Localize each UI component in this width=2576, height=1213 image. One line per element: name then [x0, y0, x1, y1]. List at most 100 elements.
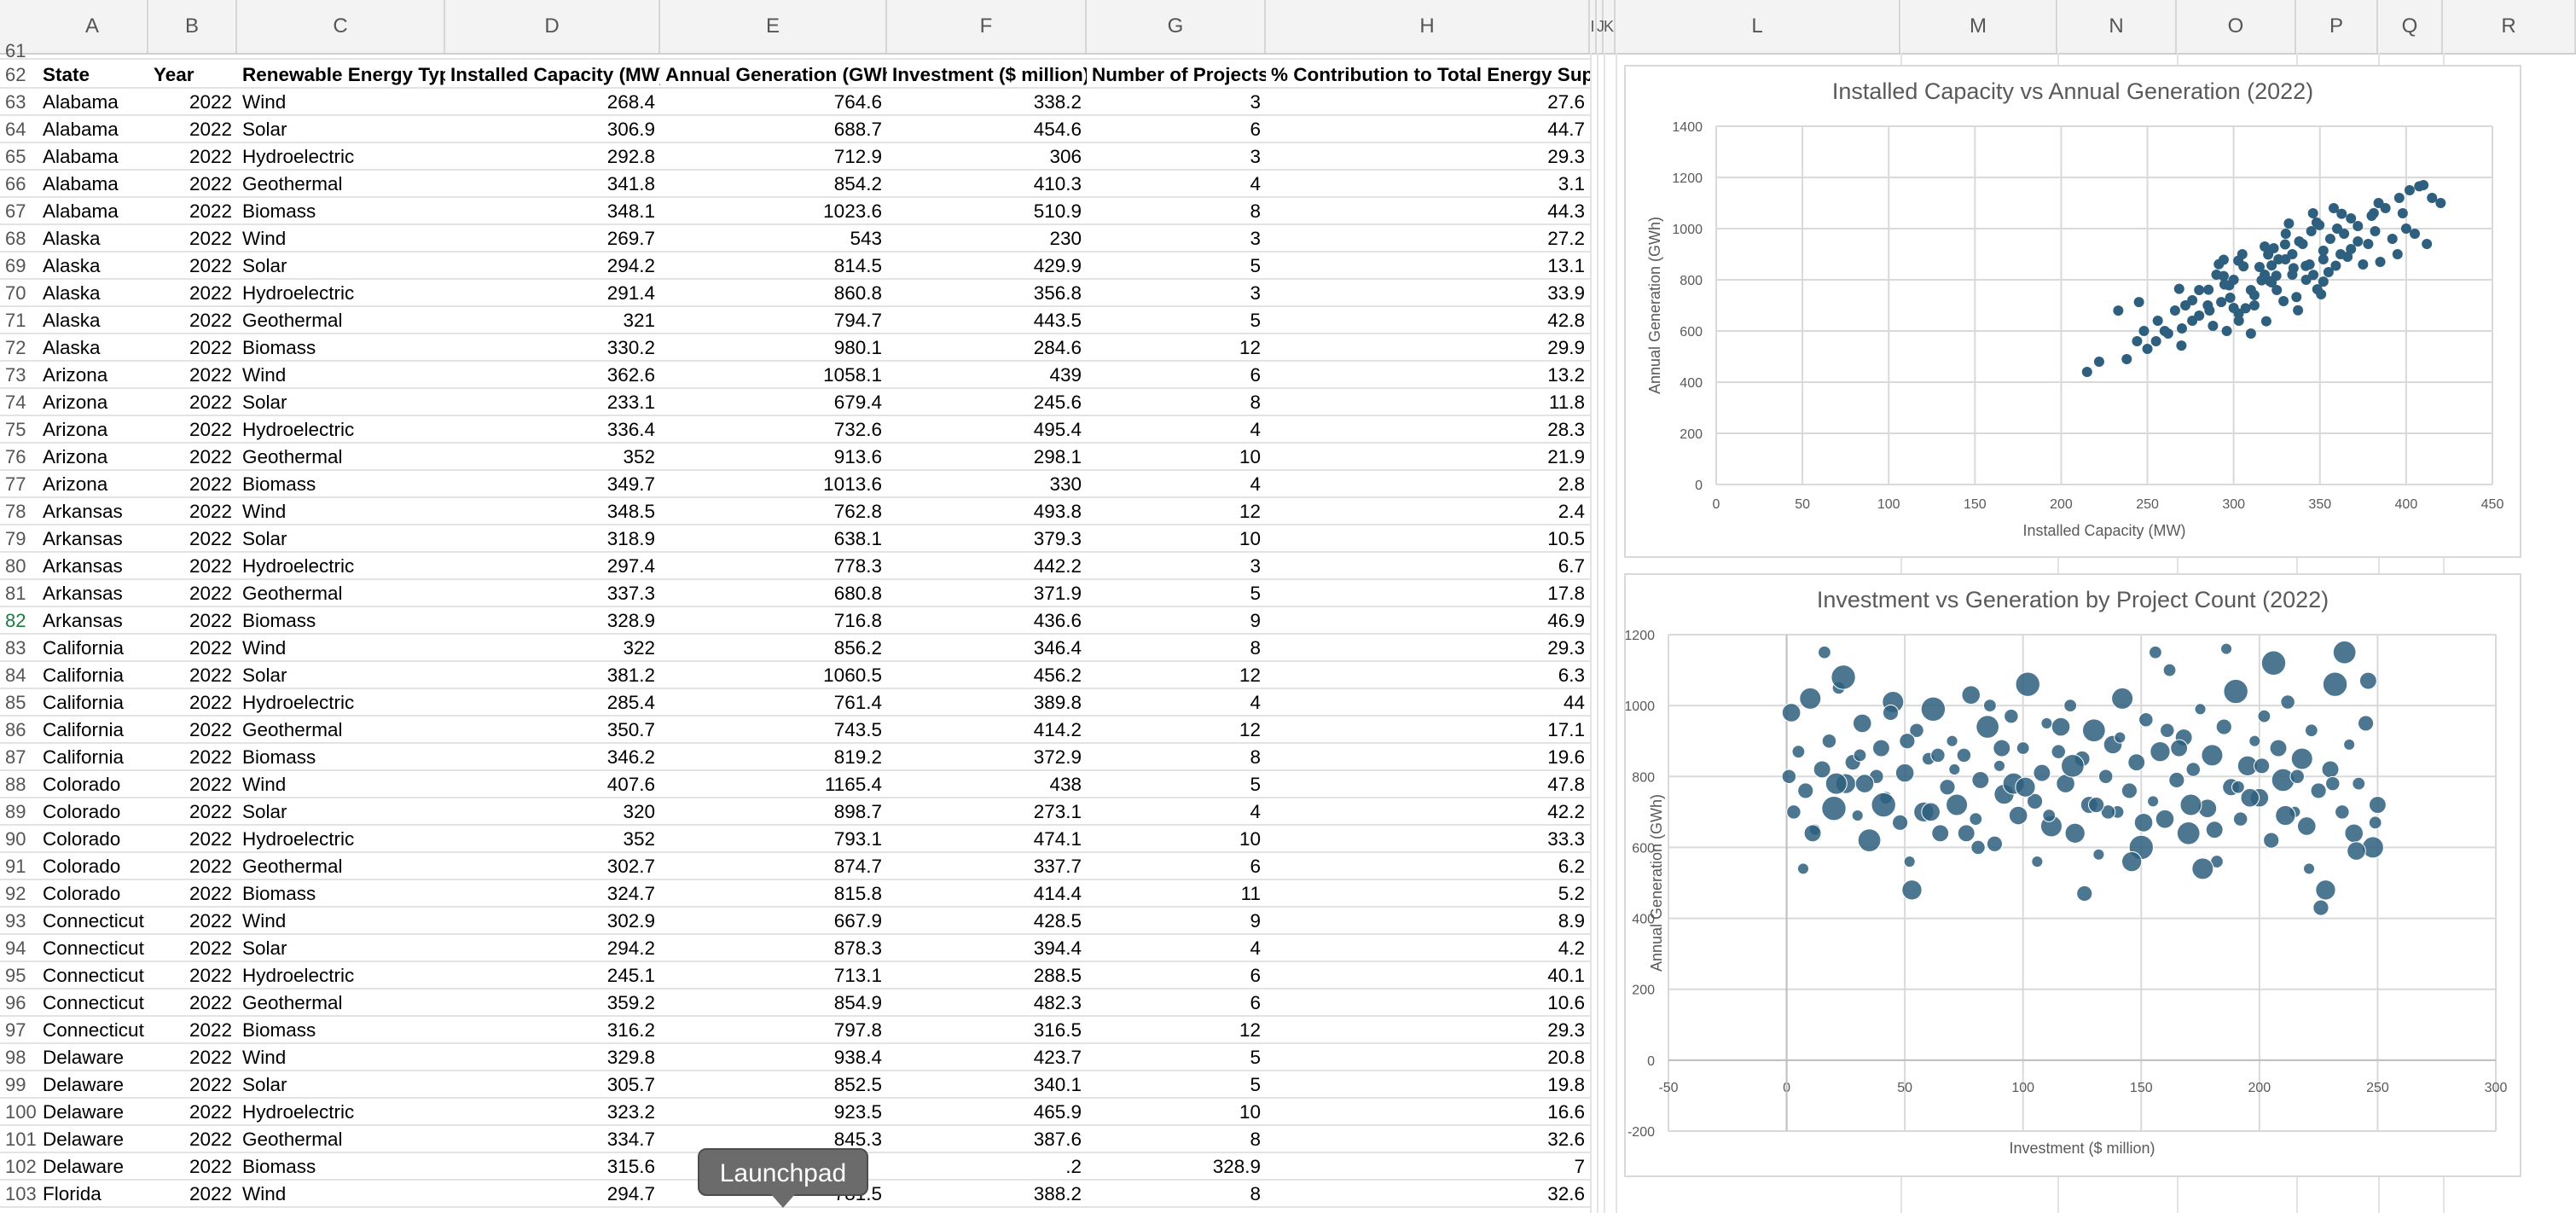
cell-type[interactable]: Geothermal [242, 1129, 343, 1150]
cell-investment[interactable]: 284.6 [1033, 337, 1082, 358]
cell-year[interactable]: 2022 [189, 200, 232, 222]
cell-year[interactable]: 2022 [189, 364, 232, 386]
cell-generation[interactable]: 854.9 [833, 992, 882, 1013]
cell-capacity[interactable]: 334.7 [606, 1129, 655, 1150]
column-header-e[interactable]: E [660, 0, 887, 53]
cell-type[interactable]: Biomass [242, 610, 316, 631]
row-number[interactable]: 94 [5, 937, 26, 959]
cell-state[interactable]: Delaware [43, 1129, 125, 1150]
cell-year[interactable]: 2022 [189, 282, 232, 304]
cell-capacity[interactable]: 321 [623, 310, 655, 331]
cell-year[interactable]: 2022 [189, 1074, 232, 1095]
cell-capacity[interactable]: 381.2 [606, 665, 655, 686]
cell-capacity[interactable]: 302.7 [606, 856, 655, 877]
cell-generation[interactable]: 938.4 [833, 1047, 882, 1068]
cell-projects[interactable]: 10 [1239, 528, 1261, 549]
cell-generation[interactable]: 819.2 [833, 746, 882, 768]
cell-contribution[interactable]: 46.9 [1547, 610, 1585, 631]
row-number[interactable]: 103 [5, 1183, 37, 1204]
cell-investment[interactable]: 388.2 [1033, 1183, 1082, 1204]
cell-state[interactable]: Delaware [43, 1074, 125, 1095]
cell-type[interactable]: Hydroelectric [242, 828, 355, 850]
cell-type[interactable]: Solar [242, 528, 287, 549]
cell-generation[interactable]: 1013.6 [823, 473, 882, 495]
cell-projects[interactable]: 4 [1250, 937, 1261, 959]
cell-projects[interactable]: 3 [1250, 282, 1261, 304]
cell-projects[interactable]: 8 [1250, 200, 1261, 222]
cell-generation[interactable]: 713.1 [833, 965, 882, 986]
cell-investment[interactable]: 372.9 [1033, 746, 1082, 768]
cell-type[interactable]: Wind [242, 1047, 287, 1068]
cell-type[interactable]: Solar [242, 665, 287, 686]
row-number[interactable]: 97 [5, 1019, 26, 1041]
cell-capacity[interactable]: 320 [623, 801, 655, 822]
cell-investment[interactable]: 442.2 [1033, 555, 1082, 577]
cell-projects[interactable]: 5 [1250, 774, 1261, 795]
cell-generation[interactable]: 778.3 [833, 555, 882, 577]
cell-contribution[interactable]: 3.1 [1558, 173, 1585, 194]
cell-year[interactable]: 2022 [189, 610, 232, 631]
cell-contribution[interactable]: 11.8 [1548, 392, 1585, 413]
cell-type[interactable]: Biomass [242, 200, 316, 222]
cell-contribution[interactable]: 44.7 [1547, 119, 1585, 140]
row-number[interactable]: 76 [5, 446, 26, 467]
cell-type[interactable]: Hydroelectric [242, 555, 355, 577]
cell-contribution[interactable]: 4.2 [1558, 937, 1585, 959]
cell-projects[interactable]: 12 [1239, 665, 1261, 686]
header-cell-contribution[interactable]: % Contribution to Total Energy Supply [1271, 64, 1590, 85]
cell-year[interactable]: 2022 [189, 746, 232, 768]
cell-contribution[interactable]: 6.7 [1558, 555, 1585, 577]
cell-state[interactable]: Arizona [43, 419, 108, 440]
cell-year[interactable]: 2022 [189, 637, 232, 659]
column-header-f[interactable]: F [887, 0, 1087, 53]
cell-capacity[interactable]: 269.7 [606, 228, 655, 249]
cell-contribution[interactable]: 47.8 [1547, 774, 1585, 795]
cell-investment[interactable]: 474.1 [1033, 828, 1082, 850]
cell-state[interactable]: Colorado [43, 856, 121, 877]
cell-contribution[interactable]: 42.2 [1547, 801, 1585, 822]
cell-year[interactable]: 2022 [189, 937, 232, 959]
column-header-r[interactable]: R [2443, 0, 2576, 53]
row-number[interactable]: 98 [5, 1047, 26, 1068]
cell-capacity[interactable]: 349.7 [606, 473, 655, 495]
cell-projects[interactable]: 5 [1250, 1074, 1261, 1095]
cell-capacity[interactable]: 352 [623, 828, 655, 850]
cell-capacity[interactable]: 302.9 [606, 910, 655, 932]
cell-investment[interactable]: 439 [1049, 364, 1082, 386]
cell-investment[interactable]: 443.5 [1033, 310, 1082, 331]
cell-capacity[interactable]: 292.8 [606, 146, 655, 167]
row-number[interactable]: 85 [5, 692, 26, 713]
row-number[interactable]: 68 [5, 228, 26, 249]
cell-type[interactable]: Hydroelectric [242, 282, 355, 304]
cell-state[interactable]: Alabama [43, 200, 119, 222]
row-number[interactable]: 89 [5, 801, 26, 822]
cell-year[interactable]: 2022 [189, 828, 232, 850]
cell-projects[interactable]: 8 [1250, 637, 1261, 659]
cell-contribution[interactable]: 29.3 [1547, 146, 1585, 167]
cell-projects[interactable]: 6 [1250, 119, 1261, 140]
cell-state[interactable]: Alaska [43, 228, 101, 249]
cell-type[interactable]: Geothermal [242, 992, 343, 1013]
row-number[interactable]: 79 [5, 528, 26, 549]
row-number[interactable]: 67 [5, 200, 26, 222]
row-number[interactable]: 86 [5, 719, 26, 740]
row-number[interactable]: 80 [5, 555, 26, 577]
row-number[interactable]: 71 [5, 310, 26, 331]
cell-year[interactable]: 2022 [189, 173, 232, 194]
cell-state[interactable]: Alaska [43, 255, 101, 276]
cell-contribution[interactable]: 44.3 [1547, 200, 1585, 222]
cell-investment[interactable]: 288.5 [1033, 965, 1082, 986]
column-header-p[interactable]: P [2296, 0, 2378, 53]
row-number[interactable]: 87 [5, 746, 26, 768]
cell-state[interactable]: Alaska [43, 337, 101, 358]
cell-year[interactable]: 2022 [189, 501, 232, 522]
row-number[interactable]: 61 [5, 40, 26, 61]
column-header-l[interactable]: L [1616, 0, 1900, 53]
cell-contribution[interactable]: 33.9 [1547, 282, 1585, 304]
cell-generation[interactable]: 716.8 [833, 610, 882, 631]
cell-investment[interactable]: 414.2 [1033, 719, 1082, 740]
cell-generation[interactable]: 764.6 [833, 91, 882, 113]
cell-type[interactable]: Biomass [242, 473, 316, 495]
cell-type[interactable]: Wind [242, 774, 287, 795]
cell-year[interactable]: 2022 [189, 146, 232, 167]
